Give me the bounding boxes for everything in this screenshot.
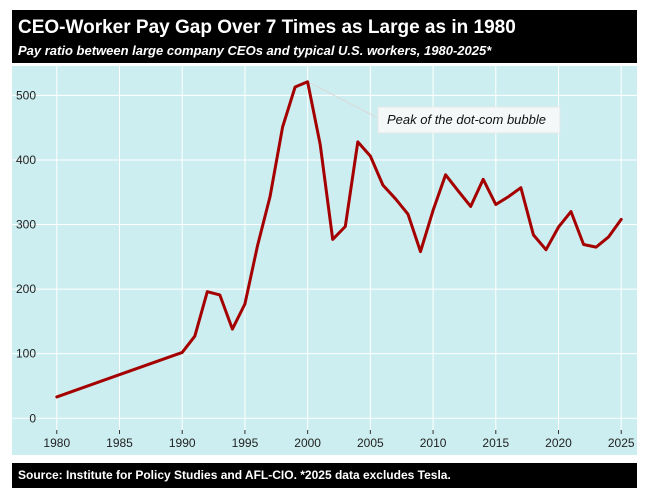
x-tick-label-1985: 1985 xyxy=(106,436,133,450)
x-tick-label-2000: 2000 xyxy=(294,436,321,450)
annotation-group: Peak of the dot-com bubble xyxy=(309,82,561,134)
x-tick-label-1990: 1990 xyxy=(169,436,196,450)
chart-footer: Source: Institute for Policy Studies and… xyxy=(12,463,637,488)
chart-header: CEO-Worker Pay Gap Over 7 Times as Large… xyxy=(12,10,637,63)
x-tick-label-2005: 2005 xyxy=(357,436,384,450)
x-tick-label-1995: 1995 xyxy=(232,436,259,450)
x-tick-label-1980: 1980 xyxy=(43,436,70,450)
source-note: Source: Institute for Policy Studies and… xyxy=(18,468,451,482)
y-tick-label-0: 0 xyxy=(29,411,36,425)
series-group xyxy=(55,80,623,399)
x-tick-label-2010: 2010 xyxy=(420,436,447,450)
y-tick-label-100: 100 xyxy=(16,347,36,361)
x-axis-ticks: 1980 1985 1990 1995 2000 2005 2010 2015 2020 2025 xyxy=(43,430,635,450)
line-chart: 0 100 200 300 400 500 1980 1985 1990 1995 2000 200… xyxy=(12,66,637,450)
y-tick-label-200: 200 xyxy=(16,282,36,296)
x-tick-label-2025: 2025 xyxy=(608,436,635,450)
x-tick-label-2020: 2020 xyxy=(545,436,572,450)
y-tick-label-500: 500 xyxy=(16,88,36,102)
plot-area: 0 100 200 300 400 500 1980 1985 1990 1995 2000 200… xyxy=(12,66,637,455)
annotation-connector xyxy=(309,82,379,119)
chart-subtitle: Pay ratio between large company CEOs and… xyxy=(18,43,492,58)
x-tick-label-2015: 2015 xyxy=(482,436,509,450)
chart-title: CEO-Worker Pay Gap Over 7 Times as Large… xyxy=(18,17,516,38)
grid-lines xyxy=(12,66,637,430)
annotation-box xyxy=(377,106,561,134)
y-tick-label-400: 400 xyxy=(16,153,36,167)
y-tick-label-300: 300 xyxy=(16,218,36,232)
annotation-label: Peak of the dot-com bubble xyxy=(387,112,546,127)
y-axis-ticks: 0 100 200 300 400 500 xyxy=(16,88,36,425)
series-line-0 xyxy=(55,80,623,399)
